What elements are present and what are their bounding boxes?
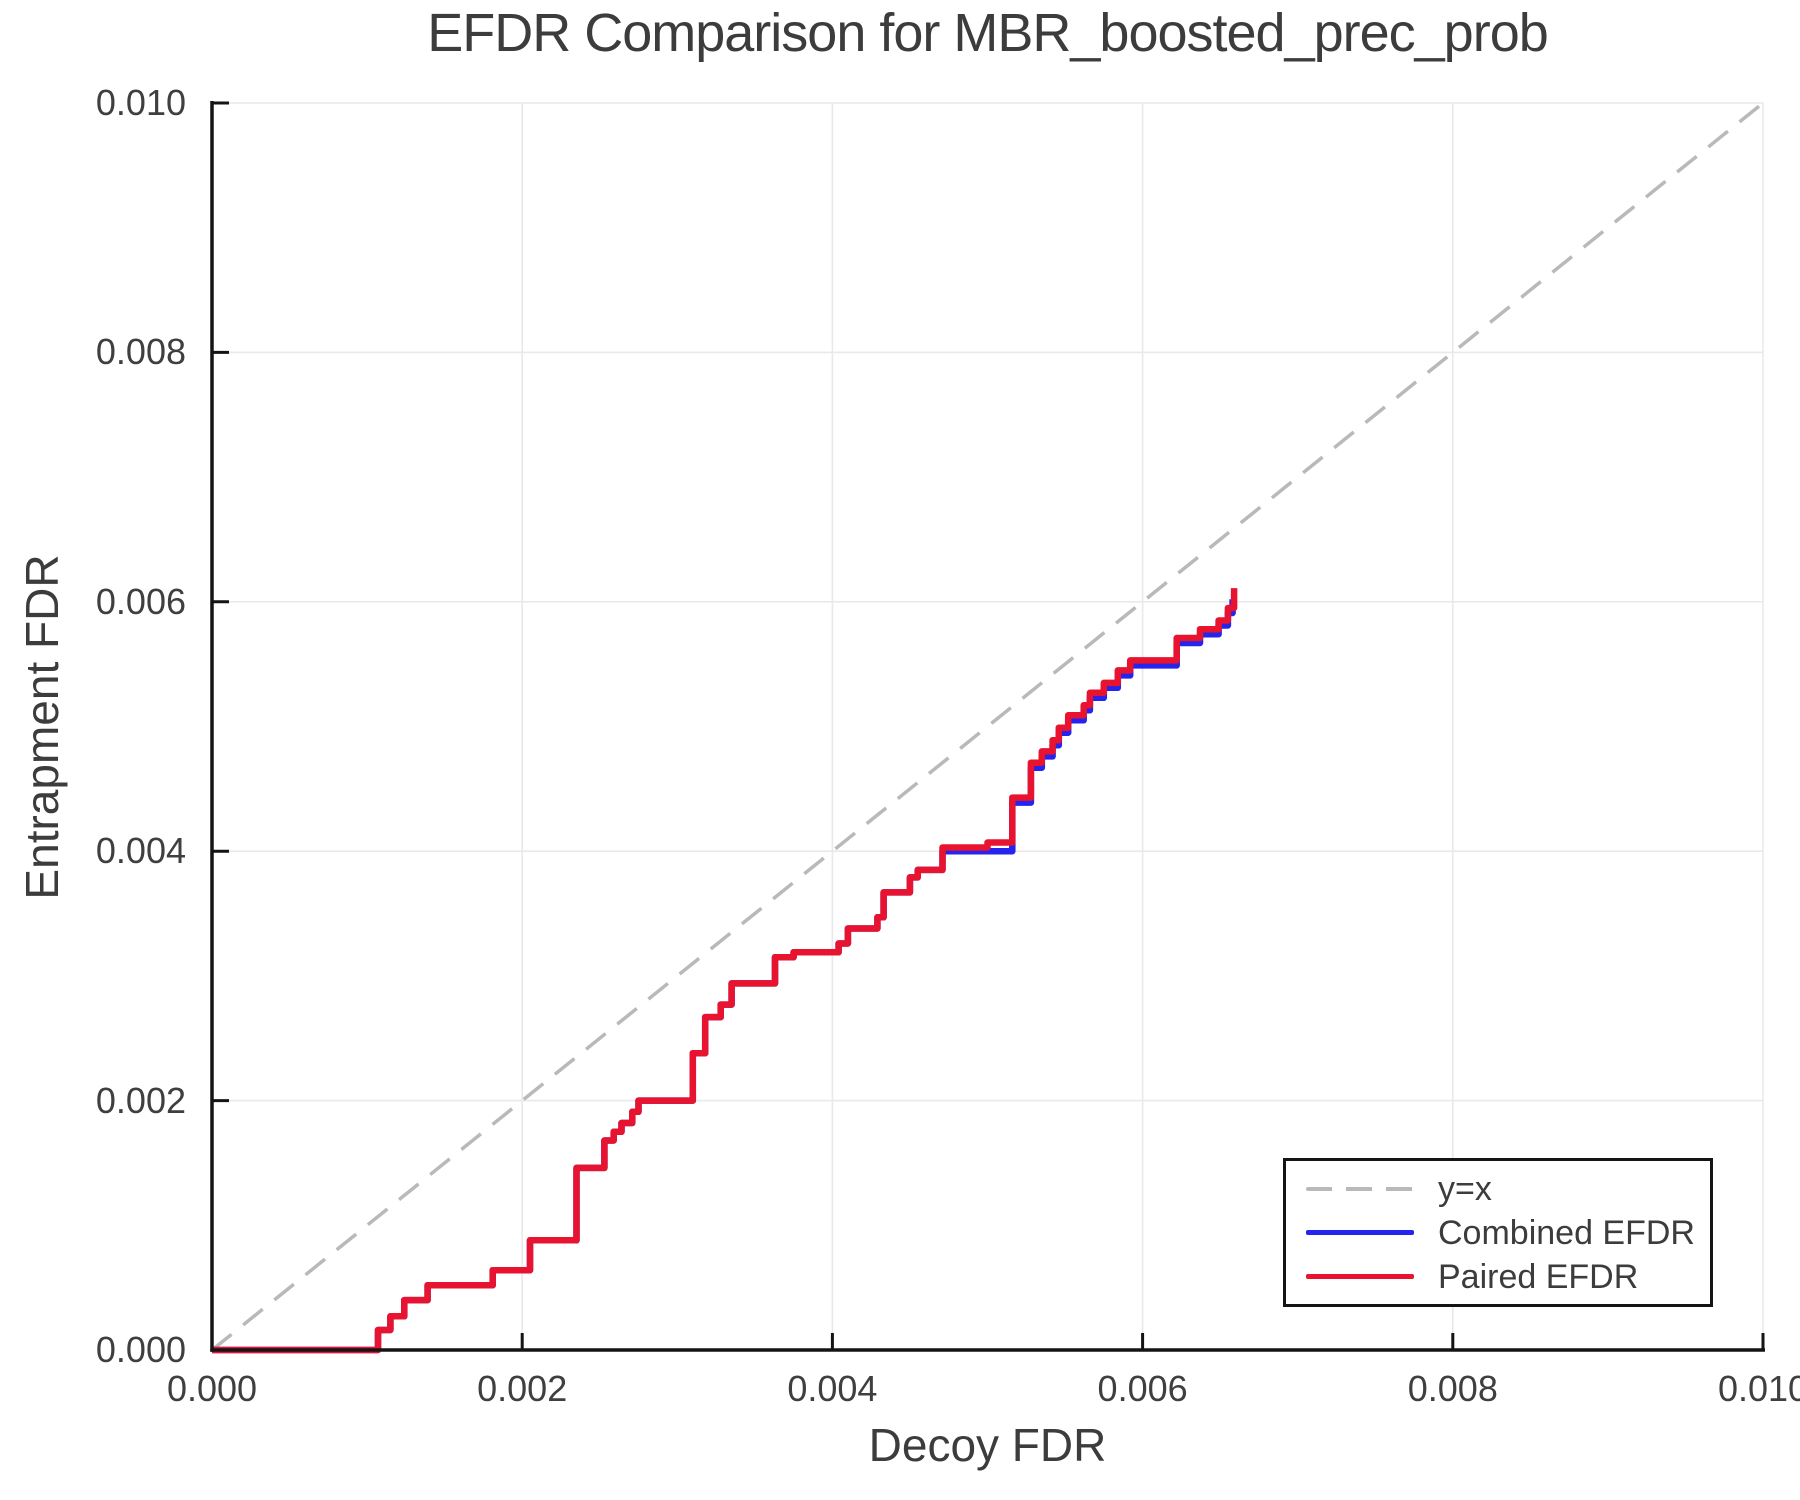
dashed-line-sample — [1306, 1186, 1414, 1191]
blue-line-sample — [1306, 1230, 1414, 1235]
chart-title: EFDR Comparison for MBR_boosted_prec_pro… — [427, 3, 1549, 63]
legend-label: y=x — [1438, 1169, 1492, 1208]
y-tick-label: 0.008 — [95, 331, 186, 373]
y-axis-label: Entrapment FDR — [16, 554, 68, 900]
y-tick-label: 0.002 — [95, 1079, 186, 1121]
y-tick-label: 0.004 — [95, 830, 186, 872]
x-axis-label: Decoy FDR — [868, 1419, 1107, 1471]
axis-tick-marks — [210, 101, 1765, 1352]
legend-item-paired: Paired EFDR — [1306, 1256, 1690, 1298]
legend-item-combined: Combined EFDR — [1306, 1212, 1695, 1254]
axis-spines — [210, 101, 1765, 1352]
paired-efdr-line — [212, 588, 1238, 1354]
legend-label: Paired EFDR — [1438, 1257, 1639, 1296]
red-line-sample — [1306, 1274, 1414, 1279]
legend-label: Combined EFDR — [1438, 1213, 1695, 1252]
x-tick-label: 0.000 — [166, 1368, 258, 1409]
y-tick-label: 0.000 — [95, 1329, 186, 1370]
x-tick-label: 0.004 — [787, 1368, 878, 1409]
x-tick-label: 0.002 — [477, 1368, 568, 1409]
combined-efdr-line — [212, 599, 1236, 1354]
y-tick-label: 0.010 — [95, 82, 186, 123]
y-tick-label: 0.006 — [95, 580, 186, 622]
identity-reference-line — [210, 101, 1765, 1352]
legend-item-yx: y=x — [1306, 1168, 1690, 1210]
x-tick-label: 0.008 — [1407, 1368, 1498, 1409]
x-tick-label: 0.010 — [1717, 1368, 1800, 1409]
legend-box: y=x Combined EFDR Paired EFDR — [1283, 1158, 1713, 1307]
x-tick-label: 0.006 — [1097, 1368, 1188, 1409]
